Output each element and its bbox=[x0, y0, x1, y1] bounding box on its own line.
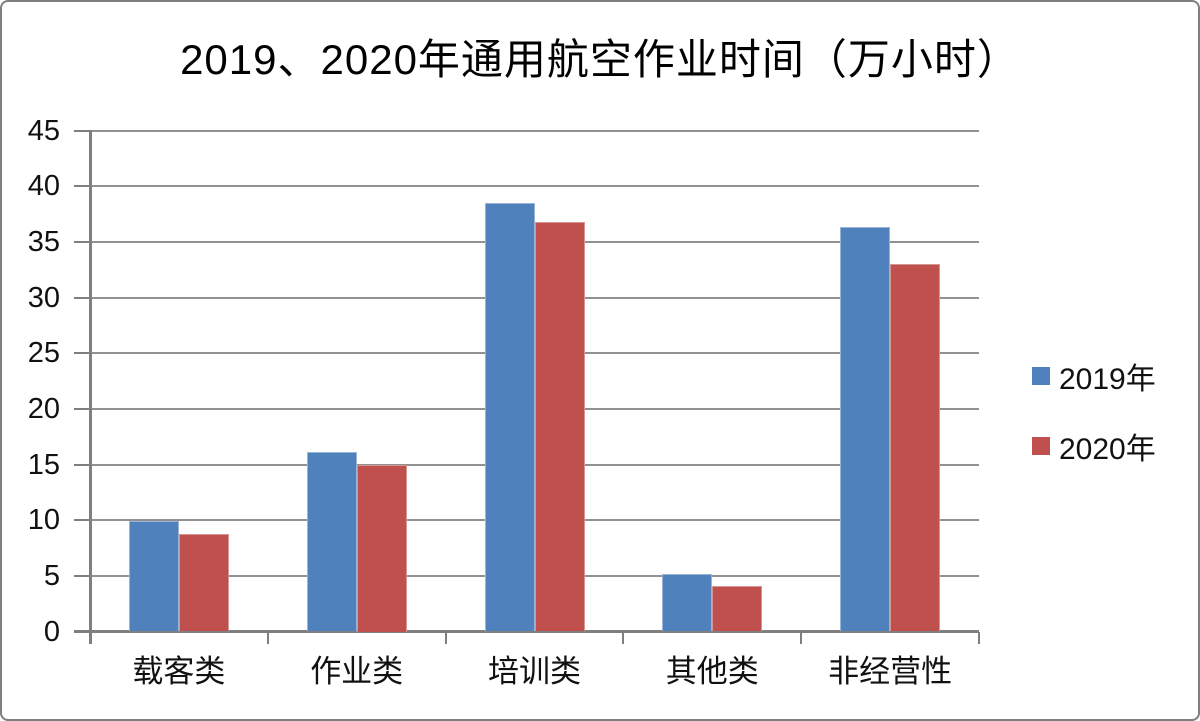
legend-swatch-2020 bbox=[1032, 437, 1050, 455]
bar bbox=[662, 573, 713, 632]
bar bbox=[840, 227, 891, 632]
bar bbox=[534, 221, 585, 632]
x-axis-line bbox=[74, 630, 979, 633]
y-axis-tick bbox=[74, 574, 90, 577]
y-axis-tick-label: 10 bbox=[27, 504, 60, 537]
y-axis-tick-label: 25 bbox=[27, 337, 60, 370]
y-axis-tick bbox=[74, 463, 90, 466]
gridline bbox=[90, 129, 979, 132]
legend-label-2019: 2019年 bbox=[1059, 363, 1156, 396]
bar bbox=[178, 533, 229, 632]
bar bbox=[306, 452, 357, 632]
y-axis-tick bbox=[74, 519, 90, 522]
x-axis-tick bbox=[978, 631, 980, 644]
y-axis-line bbox=[88, 129, 92, 644]
y-axis-tick-label: 35 bbox=[27, 225, 60, 258]
y-axis-tick bbox=[74, 296, 90, 299]
x-axis-category-label: 培训类 bbox=[488, 654, 581, 689]
x-axis-category-label: 其他类 bbox=[665, 654, 759, 689]
y-axis-tick bbox=[74, 407, 90, 410]
y-axis-tick-label: 5 bbox=[43, 559, 60, 592]
legend: 2019年 2020年 bbox=[1032, 354, 1156, 494]
bar bbox=[890, 264, 941, 632]
y-axis-tick bbox=[74, 185, 90, 188]
legend-item-2020: 2020年 bbox=[1032, 424, 1156, 468]
chart-title: 2019、2020年通用航空作业时间（万小时） bbox=[180, 36, 1020, 83]
x-axis-category-label: 非经营性 bbox=[828, 654, 953, 689]
y-axis-tick-label: 40 bbox=[27, 170, 60, 203]
x-axis-category-label: 载客类 bbox=[132, 654, 226, 689]
x-axis-tick bbox=[266, 631, 269, 644]
x-axis-category-label: 作业类 bbox=[310, 654, 404, 689]
legend-item-2019: 2019年 bbox=[1032, 354, 1156, 398]
x-axis-tick bbox=[444, 631, 447, 644]
x-axis-tick bbox=[622, 631, 625, 644]
legend-label-2020: 2020年 bbox=[1059, 433, 1156, 466]
y-axis-tick bbox=[74, 129, 90, 132]
bar bbox=[356, 464, 407, 632]
y-axis-tick-label: 15 bbox=[27, 448, 60, 481]
y-axis-tick-label: 0 bbox=[43, 615, 60, 648]
gridline bbox=[90, 185, 979, 188]
legend-swatch-2019 bbox=[1032, 367, 1050, 385]
y-axis-tick-label: 45 bbox=[27, 114, 60, 147]
y-axis-tick bbox=[74, 352, 90, 355]
bar bbox=[712, 585, 763, 632]
y-axis-tick bbox=[74, 240, 90, 243]
y-axis-tick-label: 20 bbox=[27, 392, 60, 425]
bar bbox=[484, 202, 535, 632]
bar bbox=[128, 521, 179, 632]
y-axis-tick-label: 30 bbox=[27, 281, 60, 314]
x-axis-tick bbox=[800, 631, 803, 644]
